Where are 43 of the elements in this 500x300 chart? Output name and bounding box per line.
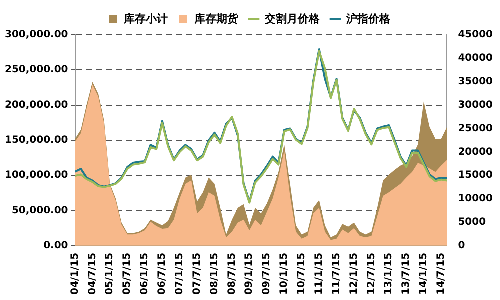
x-tick-label: 07/7/15 <box>192 252 203 296</box>
y-tick-label: 100,000.00 <box>4 170 68 182</box>
x-tick-label: 08/1/15 <box>209 252 220 296</box>
y2-tick-label: 35000 <box>458 76 494 88</box>
y-tick-label: 50,000.00 <box>12 205 68 216</box>
x-tick-label: 07/1/15 <box>174 252 186 296</box>
y-tick-label: 0.00 <box>44 240 68 252</box>
legend-label: 沪指价格 <box>346 12 392 26</box>
x-tick-label: 13/7/15 <box>401 252 412 296</box>
y-tick-label: 200,000.00 <box>4 100 68 111</box>
x-tick-label: 04/7/15 <box>87 252 98 296</box>
x-tick-label: 09/1/15 <box>244 252 256 296</box>
x-tick-label: 10/1/15 <box>279 252 290 296</box>
x-tick-label: 11/1/15 <box>314 252 325 296</box>
x-tick-label: 12/7/15 <box>366 252 378 296</box>
x-tick-label: 04/1/15 <box>70 252 81 296</box>
x-tick-label: 13/1/15 <box>384 252 395 296</box>
legend-label: 库存期货 <box>194 12 240 26</box>
y2-tick-label: 0 <box>458 240 466 252</box>
x-tick-label: 05/7/15 <box>122 252 134 296</box>
legend-label: 库存小计 <box>123 12 168 26</box>
y2-tick-label: 20000 <box>458 146 494 158</box>
y2-tick-label: 40000 <box>458 53 494 64</box>
x-tick-label: 12/1/15 <box>348 252 360 296</box>
y2-tick-label: 30000 <box>458 100 494 111</box>
x-tick-label: 05/1/15 <box>104 252 116 296</box>
x-tick-label: 11/7/15 <box>331 252 342 296</box>
y2-tick-label: 45000 <box>458 30 494 41</box>
y2-tick-label: 15000 <box>458 170 494 182</box>
x-tick-label: 06/7/15 <box>157 252 168 296</box>
x-tick-label: 08/7/15 <box>226 252 238 296</box>
x-tick-label: 10/7/15 <box>296 252 308 296</box>
y2-tick-label: 25000 <box>458 123 494 134</box>
y-tick-label: 250,000.00 <box>4 64 68 76</box>
x-tick-label: 06/1/15 <box>140 252 151 296</box>
y2-tick-label: 5000 <box>458 217 486 228</box>
legend-label: 交割月价格 <box>264 12 321 26</box>
y-tick-label: 300,000.00 <box>4 30 68 41</box>
x-tick-label: 14/1/15 <box>418 252 430 296</box>
y2-tick-label: 10000 <box>458 194 494 205</box>
x-tick-label: 14/7/15 <box>436 252 447 296</box>
y-tick-label: 150,000.00 <box>4 135 68 146</box>
x-tick-label: 09/7/15 <box>262 252 273 296</box>
